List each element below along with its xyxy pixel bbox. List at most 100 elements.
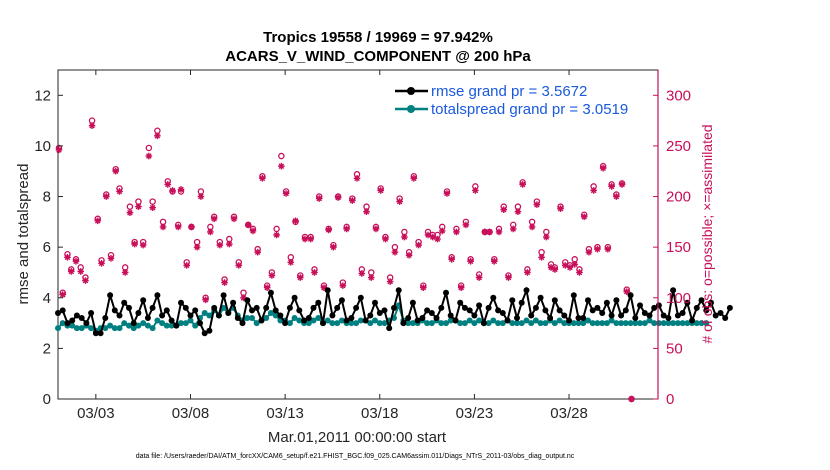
spread-point [428, 320, 435, 327]
obs-assimilated-marker [330, 243, 337, 251]
rmse-point [234, 315, 241, 321]
legend-spread-marker [407, 105, 415, 113]
spread-point [291, 315, 298, 321]
obs-assimilated-marker [169, 187, 176, 194]
rmse-point [211, 304, 218, 311]
spread-point [59, 320, 66, 327]
rmse-point [154, 292, 161, 299]
spread-point [670, 320, 677, 327]
obs-assimilated-marker [174, 223, 182, 231]
x-tick-label: 03/28 [550, 405, 588, 422]
rmse-point [537, 294, 544, 301]
obs-assimilated-marker [505, 274, 512, 281]
rmse-point [641, 310, 648, 316]
rmse-point [655, 302, 662, 309]
rmse-point [622, 307, 629, 314]
spread-point [674, 320, 681, 327]
obs-assimilated-marker [292, 217, 299, 225]
rmse-point [329, 312, 336, 319]
rmse-point [703, 307, 710, 314]
spread-point [192, 322, 199, 329]
rmse-point [424, 307, 431, 314]
obs-assimilated-marker [334, 194, 342, 201]
rmse-point [447, 312, 454, 319]
rmse-point [594, 304, 601, 311]
obs-assimilated-marker [82, 277, 89, 284]
obs-assimilated-marker [145, 152, 153, 160]
obs-assimilated-marker [590, 187, 597, 194]
obs-assimilated-marker [382, 235, 389, 243]
obs-assimilated-marker [396, 198, 403, 205]
rmse-point [542, 307, 549, 314]
obs-assimilated-marker [443, 190, 451, 197]
rmse-point [357, 294, 364, 301]
obs-assimilated-marker [490, 258, 498, 265]
rmse-point [443, 289, 449, 296]
obs-assimilated-marker [311, 269, 318, 276]
spread-point [424, 320, 431, 327]
spread-point [348, 320, 355, 327]
obs-assimilated-marker [301, 235, 309, 243]
spread-point [69, 322, 76, 329]
obs-assimilated-marker [528, 223, 536, 231]
rmse-point [400, 320, 407, 327]
rmse-point [173, 322, 180, 329]
obs-assimilated-marker [107, 254, 115, 262]
obs-assimilated-marker [59, 291, 67, 299]
rmse-point [69, 317, 76, 324]
y-tick-label-left: 10 [34, 138, 51, 155]
spread-point [651, 320, 658, 327]
rmse-point [215, 312, 222, 319]
obs-assimilated-marker [193, 243, 201, 251]
obs-assimilated-marker [240, 294, 247, 302]
y-tick-label-left: 0 [43, 391, 51, 408]
obs-assimilated-marker [55, 146, 63, 154]
y-tick-label-right: 150 [666, 239, 691, 256]
obs-assimilated-marker [571, 261, 579, 268]
rmse-point [111, 307, 118, 314]
rmse-point [182, 304, 189, 311]
rmse-point [452, 317, 459, 324]
rmse-point [438, 304, 445, 311]
spread-point [159, 320, 166, 327]
rmse-point [258, 317, 265, 324]
obs-assimilated-marker [358, 270, 366, 277]
obs-assimilated-marker [401, 233, 408, 241]
obs-assimilated-marker [623, 288, 631, 295]
y-tick-label-left: 12 [34, 87, 51, 104]
y-tick-label-left: 4 [43, 290, 51, 307]
obs-assimilated-marker [424, 231, 432, 239]
obs-assimilated-marker [325, 226, 332, 234]
spread-point [154, 317, 161, 324]
spread-point [135, 322, 142, 329]
spread-point [244, 315, 251, 321]
rmse-point [296, 307, 303, 314]
rmse-point [59, 307, 66, 314]
rmse-point [684, 299, 691, 306]
y-tick-label-right: 0 [666, 391, 674, 408]
obs-assimilated-marker [372, 225, 380, 233]
obs-assimilated-marker [391, 248, 399, 256]
rmse-point [433, 315, 440, 321]
spread-point [187, 317, 194, 324]
rmse-point [121, 299, 128, 306]
obs-assimilated-marker [202, 296, 209, 304]
rmse-point [291, 294, 298, 301]
obs-assimilated-marker [551, 266, 559, 273]
obs-assimilated-marker [599, 164, 607, 172]
rmse-point [405, 315, 412, 321]
obs-assimilated-marker [377, 187, 385, 194]
obs-assimilated-marker [495, 228, 503, 236]
spread-point [476, 317, 483, 324]
obs-assimilated-marker [538, 253, 545, 261]
rmse-point [92, 330, 99, 337]
spread-point [409, 320, 416, 327]
obs-assimilated-marker [566, 264, 574, 271]
rmse-point [627, 292, 634, 299]
obs-assimilated-marker [353, 175, 361, 182]
obs-assimilated-marker [519, 181, 526, 188]
obs-assimilated-marker [112, 167, 120, 175]
rmse-point [391, 304, 397, 311]
rmse-point [726, 304, 733, 311]
spread-point [575, 320, 582, 327]
